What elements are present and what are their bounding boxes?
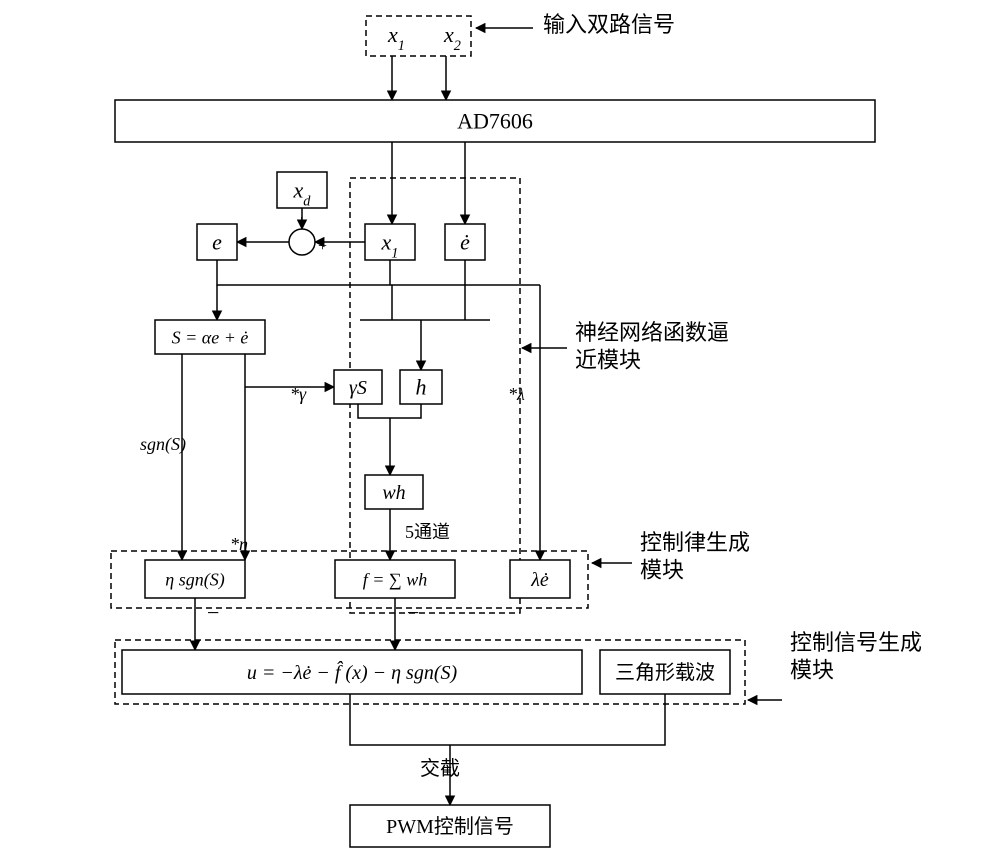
svg-text:η sgn(S): η sgn(S): [165, 569, 224, 590]
svg-text:γS: γS: [349, 377, 367, 399]
svg-text:λė: λė: [530, 569, 549, 591]
svg-text:三角形载波: 三角形载波: [615, 661, 715, 684]
svg-text:x1: x1: [387, 22, 405, 54]
svg-text:PWM控制信号: PWM控制信号: [386, 815, 514, 838]
svg-text:e: e: [212, 230, 222, 255]
svg-text:输入双路信号: 输入双路信号: [543, 12, 675, 37]
svg-text:AD7606: AD7606: [457, 109, 533, 134]
svg-text:u = −λė − f̂ (x) − η sgn(S): u = −λė − f̂ (x) − η sgn(S): [247, 660, 458, 684]
svg-text:h: h: [416, 375, 427, 400]
svg-text:+: +: [297, 213, 306, 230]
svg-text:x2: x2: [443, 22, 461, 54]
svg-text:f = ∑ wh: f = ∑ wh: [363, 569, 428, 589]
svg-text:S = αe + ė: S = αe + ė: [172, 327, 249, 347]
svg-text:5通道: 5通道: [405, 522, 450, 542]
svg-text:−: −: [407, 600, 419, 625]
svg-text:−: −: [207, 600, 219, 625]
svg-text:控制律生成模块: 控制律生成模块: [640, 530, 750, 583]
diagram-canvas: x1x2输入双路信号AD7606xdex1ėS = αe + ėγShwhf =…: [0, 0, 1000, 863]
svg-text:ė: ė: [460, 230, 470, 255]
svg-text:控制信号生成模块: 控制信号生成模块: [790, 630, 922, 683]
svg-text:*λ: *λ: [508, 384, 525, 404]
svg-text:wh: wh: [382, 482, 405, 504]
svg-text:sgn(S): sgn(S): [140, 434, 186, 455]
svg-text:+: +: [318, 238, 327, 255]
svg-text:神经网络函数逼近模块: 神经网络函数逼近模块: [575, 320, 729, 373]
svg-text:*γ: *γ: [290, 384, 307, 404]
svg-text:*η: *η: [230, 534, 248, 554]
svg-text:交截: 交截: [420, 757, 460, 780]
